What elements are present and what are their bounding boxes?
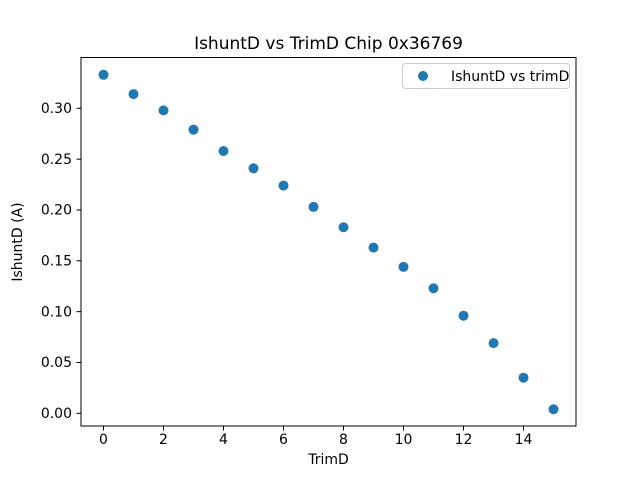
data-point bbox=[398, 261, 409, 272]
x-tick-label: 4 bbox=[219, 432, 228, 448]
data-point bbox=[368, 242, 379, 253]
legend: IshuntD vs trimD bbox=[402, 63, 570, 89]
x-tick-label: 0 bbox=[99, 432, 108, 448]
data-point bbox=[218, 146, 229, 157]
y-tick-label: 0.15 bbox=[41, 254, 72, 270]
y-tick-label: 0.20 bbox=[41, 203, 72, 219]
data-point bbox=[458, 310, 469, 321]
data-point bbox=[128, 89, 139, 100]
y-tick-label: 0.10 bbox=[41, 304, 72, 320]
y-tick-label: 0.25 bbox=[41, 152, 72, 168]
data-point bbox=[188, 124, 199, 135]
data-point bbox=[338, 222, 349, 233]
x-tick-label: 8 bbox=[339, 432, 348, 448]
plot-area bbox=[80, 57, 577, 427]
data-point bbox=[158, 105, 169, 116]
y-tick-label: 0.05 bbox=[41, 355, 72, 371]
data-point bbox=[98, 69, 109, 80]
x-tick-label: 14 bbox=[515, 432, 533, 448]
data-point bbox=[428, 283, 439, 294]
y-axis-label: IshuntD (A) bbox=[10, 202, 26, 281]
legend-marker-icon bbox=[418, 71, 428, 81]
data-point bbox=[488, 338, 499, 349]
x-tick-label: 10 bbox=[395, 432, 413, 448]
data-point bbox=[518, 372, 529, 383]
legend-label: IshuntD vs trimD bbox=[451, 69, 569, 85]
legend-box bbox=[402, 63, 570, 89]
data-point bbox=[278, 180, 289, 191]
data-point bbox=[248, 163, 259, 174]
x-tick-label: 12 bbox=[455, 432, 473, 448]
x-axis-ticks: 0 2 4 6 8 10 12 14 bbox=[99, 426, 532, 448]
data-point bbox=[308, 201, 319, 212]
chart-title: IshuntD vs TrimD Chip 0x36769 bbox=[194, 34, 463, 54]
scatter-points bbox=[98, 69, 559, 415]
data-point bbox=[548, 404, 559, 415]
x-tick-label: 2 bbox=[159, 432, 168, 448]
x-axis-label: TrimD bbox=[307, 452, 349, 468]
y-tick-label: 0.00 bbox=[41, 406, 72, 422]
y-axis-ticks: 0.00 0.05 0.10 0.15 0.20 0.25 0.30 bbox=[41, 101, 81, 422]
x-tick-label: 6 bbox=[279, 432, 288, 448]
y-tick-label: 0.30 bbox=[41, 101, 72, 117]
